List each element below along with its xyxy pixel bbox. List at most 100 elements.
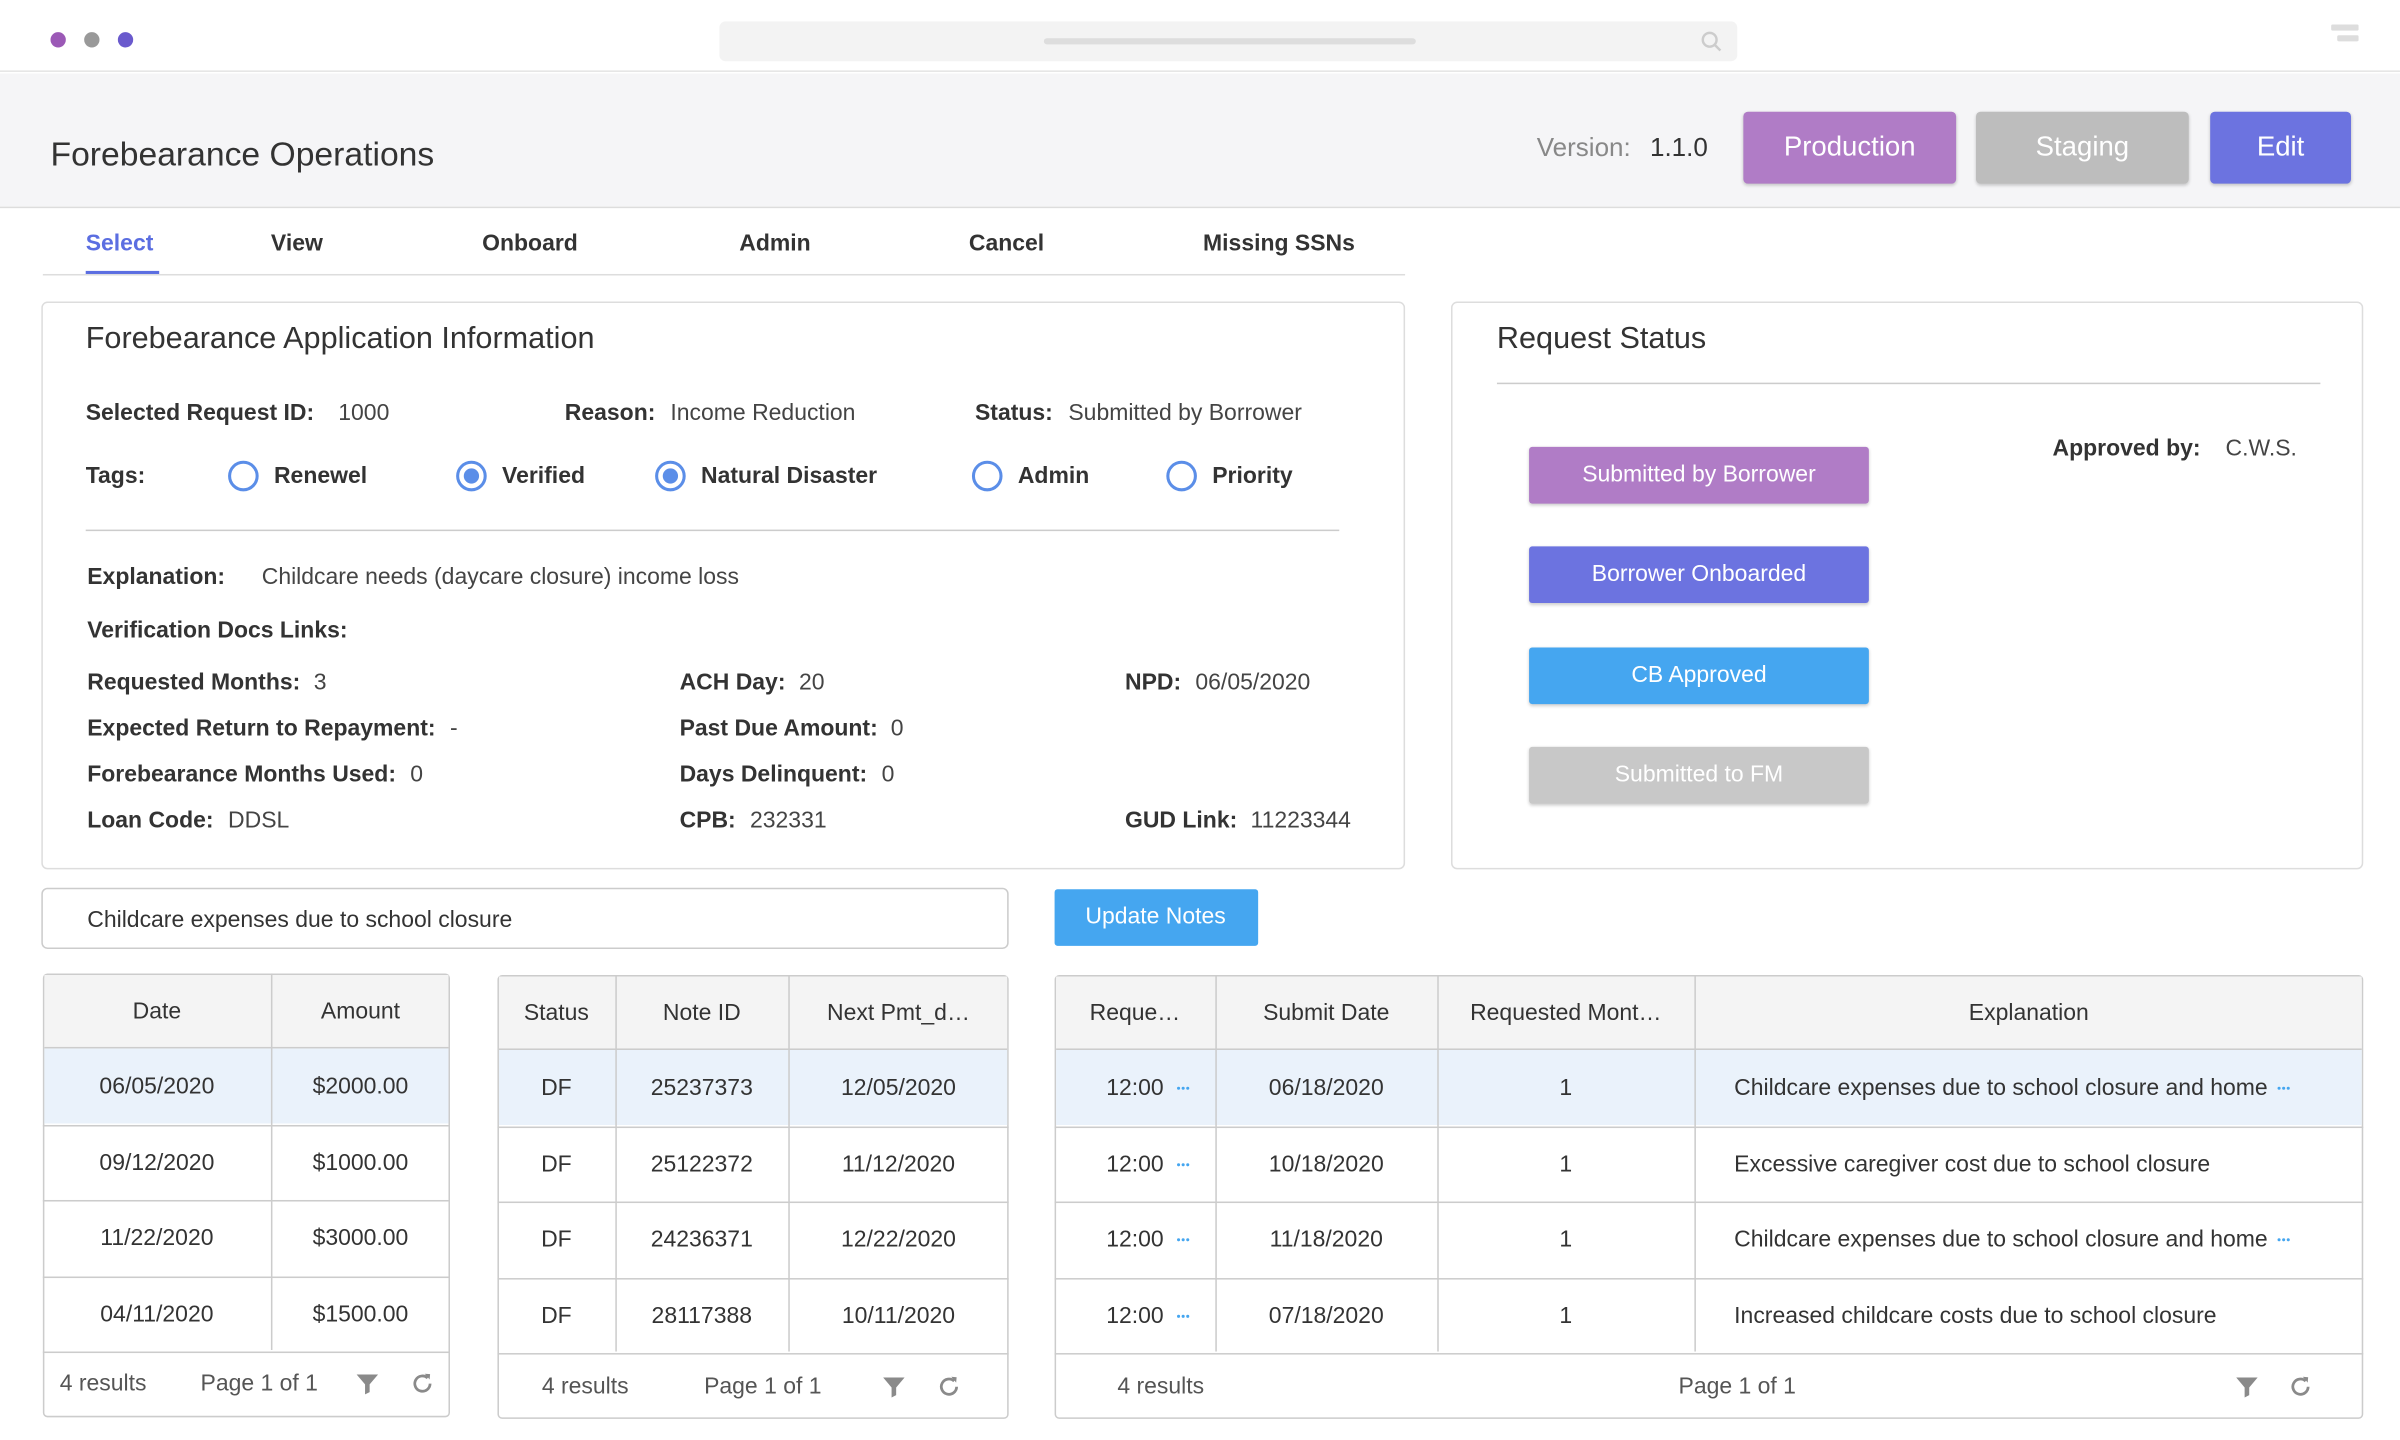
- tab[interactable]: Cancel: [969, 230, 1044, 256]
- more-icon[interactable]: [1169, 1150, 1197, 1178]
- field-label: Selected Request ID:: [86, 400, 314, 426]
- tab-line: [43, 274, 1405, 276]
- status-step[interactable]: Borrower Onboarded: [1529, 546, 1869, 603]
- tab[interactable]: View: [271, 230, 323, 256]
- menu-icon-svg: [2331, 20, 2359, 48]
- status-step[interactable]: CB Approved: [1529, 647, 1869, 704]
- row-line: [1055, 1277, 2364, 1279]
- table-cell: 12/05/2020: [841, 1075, 956, 1101]
- tab[interactable]: Admin: [739, 230, 810, 256]
- row-line: [497, 1202, 1008, 1204]
- status-step-label: Borrower Onboarded: [1592, 561, 1806, 587]
- refresh-icon[interactable]: [935, 1373, 963, 1401]
- table-header: [1056, 977, 2362, 1050]
- tab[interactable]: Select: [86, 230, 154, 256]
- radio[interactable]: [456, 461, 487, 492]
- table-cell: 12:00: [1106, 1303, 1163, 1329]
- more-icon[interactable]: [1169, 1074, 1197, 1102]
- table-cell: $1000.00: [313, 1149, 409, 1175]
- field-label: ACH Day:: [680, 670, 786, 696]
- column-header[interactable]: Status: [524, 1000, 589, 1026]
- filter-icon-svg: [354, 1370, 382, 1398]
- refresh-icon-svg: [409, 1370, 437, 1398]
- menu-icon[interactable]: [2331, 20, 2359, 48]
- column-header[interactable]: Submit Date: [1263, 1000, 1389, 1026]
- column-header[interactable]: Explanation: [1969, 1000, 2089, 1026]
- column-header[interactable]: Next Pmt_d…: [827, 1000, 970, 1026]
- refresh-icon[interactable]: [409, 1370, 437, 1398]
- column-header[interactable]: Note ID: [663, 1000, 741, 1026]
- window-dot[interactable]: [51, 32, 66, 47]
- radio[interactable]: [655, 461, 686, 492]
- version-label: Version:: [1537, 133, 1631, 164]
- field-value: 3: [314, 670, 327, 696]
- approved-label: Approved by:: [2053, 435, 2201, 461]
- notes-button[interactable]: Update Notes: [1055, 889, 1259, 946]
- refresh-icon[interactable]: [2287, 1373, 2315, 1401]
- header-button[interactable]: Edit: [2210, 112, 2351, 184]
- filter-icon[interactable]: [354, 1370, 382, 1398]
- field-label: NPD:: [1125, 670, 1181, 696]
- status-step[interactable]: Submitted to FM: [1529, 747, 1869, 804]
- field-value: 0: [891, 716, 904, 742]
- field-value: 0: [410, 761, 423, 787]
- table-cell: 24236371: [651, 1227, 753, 1253]
- filter-icon[interactable]: [880, 1373, 908, 1401]
- status-step[interactable]: Submitted by Borrower: [1529, 447, 1869, 504]
- refresh-arc: [415, 1376, 430, 1391]
- header-button[interactable]: Staging: [1976, 112, 2189, 184]
- notes-input[interactable]: Childcare expenses due to school closure: [41, 888, 1008, 949]
- more-icon[interactable]: [2270, 1074, 2298, 1102]
- table-cell: DF: [541, 1151, 572, 1177]
- more-icon[interactable]: [2270, 1226, 2298, 1254]
- refresh-icon-svg: [935, 1373, 963, 1401]
- column-header[interactable]: Date: [133, 999, 182, 1025]
- table-cell: 10/18/2020: [1269, 1151, 1384, 1177]
- field-label: CPB:: [680, 807, 736, 833]
- field-value: 232331: [750, 807, 827, 833]
- filter-icon[interactable]: [2233, 1373, 2261, 1401]
- filter-icon-svg: [880, 1373, 908, 1401]
- tag-label: Admin: [1018, 463, 1089, 489]
- more-icon[interactable]: [1169, 1302, 1197, 1330]
- column-header[interactable]: Amount: [321, 999, 400, 1025]
- row-line: [1055, 1353, 2364, 1355]
- radio[interactable]: [228, 461, 259, 492]
- explanation: Childcare needs (daycare closure) income…: [262, 564, 739, 590]
- row-line: [497, 1353, 1008, 1355]
- notes-button-label: Update Notes: [1085, 904, 1225, 930]
- field-label: Days Delinquent:: [680, 761, 868, 787]
- table-cell: 10/11/2020: [842, 1303, 955, 1329]
- table-cell: 1: [1559, 1227, 1572, 1253]
- page-indicator: Page 1 of 1: [704, 1374, 821, 1400]
- column-header[interactable]: Requested Mont…: [1470, 1000, 1661, 1026]
- divider: [1497, 383, 2320, 385]
- window-dot[interactable]: [118, 32, 133, 47]
- table-cell: DF: [541, 1075, 572, 1101]
- column-header[interactable]: Reque…: [1090, 1000, 1181, 1026]
- tag-label: Verified: [502, 463, 585, 489]
- col-line: [615, 975, 617, 1352]
- more-icon[interactable]: [1169, 1226, 1197, 1254]
- table-cell: 09/12/2020: [99, 1149, 214, 1175]
- row-line: [43, 1276, 450, 1278]
- header-button-label: Staging: [2036, 131, 2129, 163]
- table-cell: Childcare expenses due to school closure…: [1734, 1227, 2267, 1253]
- field-value: 1000: [338, 400, 389, 426]
- results-count: 4 results: [542, 1374, 629, 1400]
- header-button[interactable]: Production: [1743, 112, 1956, 184]
- radio[interactable]: [972, 461, 1003, 492]
- search-icon[interactable]: [1697, 28, 1725, 56]
- radio[interactable]: [1166, 461, 1197, 492]
- tag-label: Renewel: [274, 463, 367, 489]
- window-dot[interactable]: [84, 32, 99, 47]
- field-value: 06/05/2020: [1195, 670, 1310, 696]
- table-cell: $3000.00: [313, 1225, 409, 1251]
- tab[interactable]: Onboard: [482, 230, 578, 256]
- search-bar[interactable]: [719, 21, 1737, 61]
- field-label: Loan Code:: [87, 807, 213, 833]
- table-cell: 07/18/2020: [1269, 1303, 1384, 1329]
- tab[interactable]: Missing SSNs: [1203, 230, 1355, 256]
- field-value: Submitted by Borrower: [1068, 400, 1302, 426]
